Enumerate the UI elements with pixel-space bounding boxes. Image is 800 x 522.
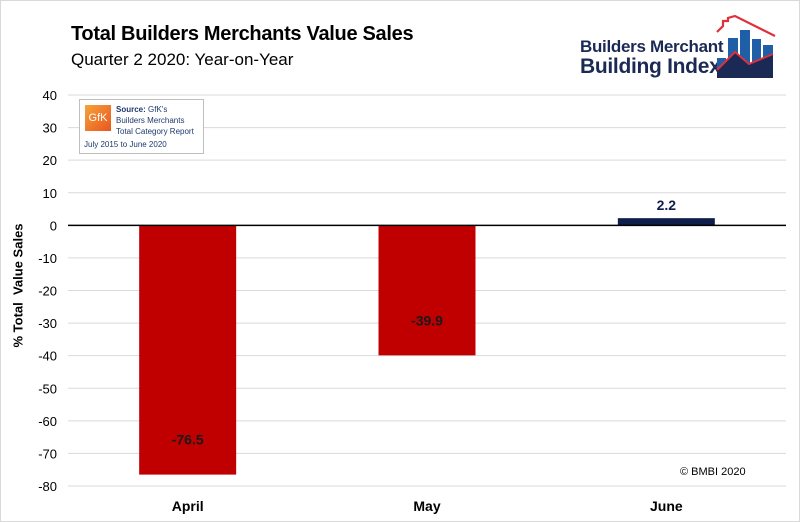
logo-line1: Builders Merchant	[580, 37, 724, 56]
source-line-3: Total Category Report	[116, 127, 194, 136]
chart-title: Total Builders Merchants Value Sales	[71, 23, 414, 45]
y-tick-label: 0	[50, 218, 57, 233]
y-tick-label: -50	[38, 381, 57, 396]
y-tick-label: -70	[38, 446, 57, 461]
gfk-logo: GfK	[85, 105, 111, 131]
chart-subtitle: Quarter 2 2020: Year-on-Year	[71, 50, 294, 69]
x-tick-label: June	[650, 498, 683, 514]
source-line-2: Builders Merchants	[116, 116, 185, 125]
y-tick-label: -30	[38, 316, 57, 331]
y-tick-label: -10	[38, 251, 57, 266]
bar-june	[617, 218, 715, 226]
y-tick-label: -40	[38, 349, 57, 364]
y-tick-label: -60	[38, 414, 57, 429]
y-tick-label: 20	[43, 153, 57, 168]
x-tick-label: April	[172, 498, 204, 514]
source-name: GfK's	[145, 105, 168, 114]
bar-april	[139, 225, 237, 475]
y-tick-label: 30	[43, 121, 57, 136]
logo-line2: Building Index	[580, 55, 721, 78]
x-tick-label: May	[413, 498, 440, 514]
bmbi-logo: Builders Merchant Building Index	[580, 12, 780, 82]
data-label: 2.2	[657, 197, 677, 213]
y-tick-label: -80	[38, 479, 57, 494]
bar-may	[378, 225, 476, 356]
data-label: -76.5	[172, 432, 204, 448]
source-box: GfK Source: GfK's Builders Merchants Tot…	[79, 99, 204, 154]
source-line-1: Source: GfK's	[116, 105, 167, 114]
copyright-text: © BMBI 2020	[680, 466, 746, 478]
source-date-range: July 2015 to June 2020	[84, 140, 167, 149]
y-tick-label: -20	[38, 284, 57, 299]
source-label: Source:	[116, 105, 146, 114]
house-chart-icon	[716, 14, 776, 78]
y-tick-label: 10	[43, 186, 57, 201]
data-label: -39.9	[411, 312, 443, 328]
y-tick-label: 40	[43, 88, 57, 103]
